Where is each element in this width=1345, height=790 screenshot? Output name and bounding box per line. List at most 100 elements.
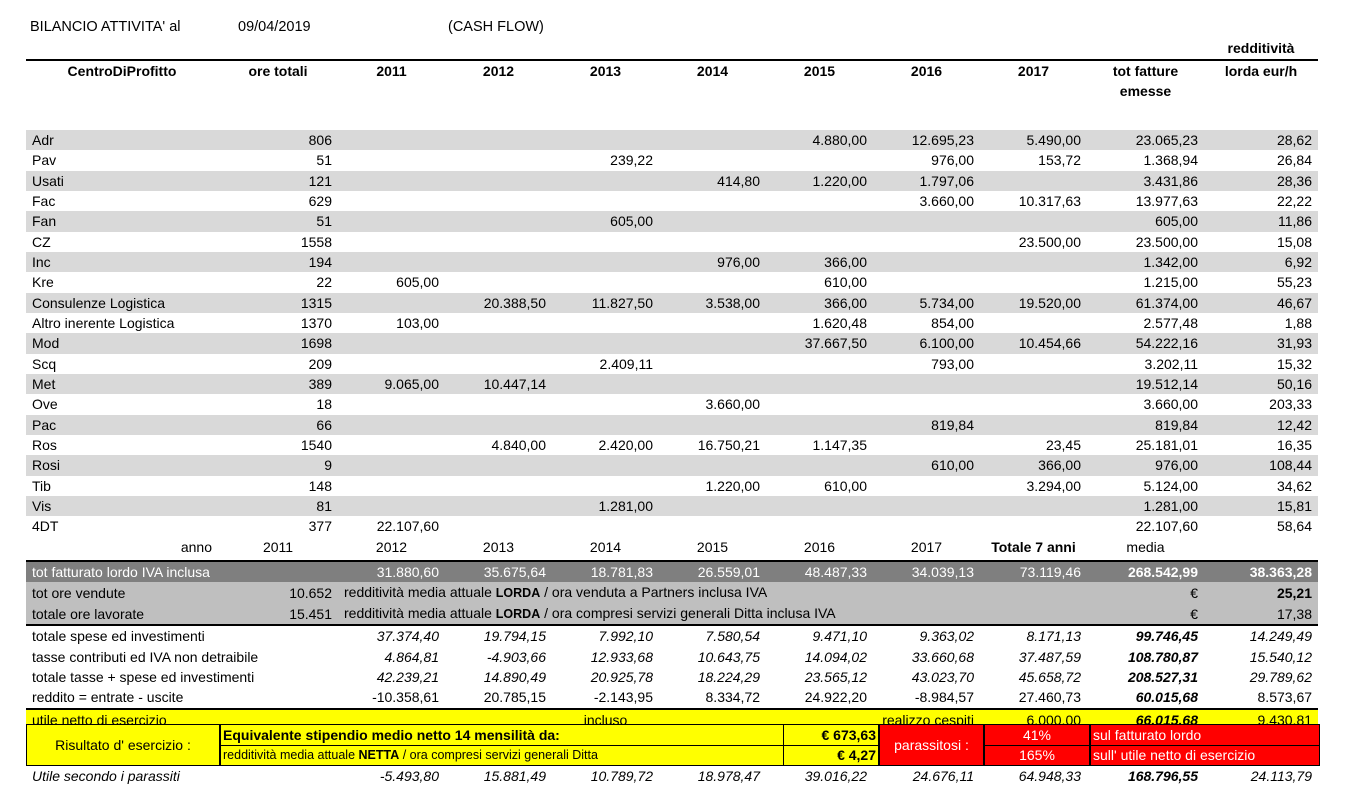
row-ore: 81 <box>218 495 338 517</box>
row-year-value <box>338 130 445 151</box>
spese-cell: 9.471,10 <box>812 628 868 645</box>
row-redditivita: 15,81 <box>1204 495 1318 517</box>
row-year-value <box>338 414 445 435</box>
row-tot: 1.281,00 <box>1087 495 1204 517</box>
row-year-value <box>980 251 1087 273</box>
row-redditivita: 26,84 <box>1276 152 1312 169</box>
header-tot-fatture: tot fatture emesse <box>1087 60 1204 131</box>
row-year-value <box>873 516 980 536</box>
row-year-value <box>873 476 980 496</box>
row-year-value <box>766 232 873 252</box>
row-year-value: 23,45 <box>1045 437 1081 454</box>
row-ore: 1698 <box>218 333 338 354</box>
reddito-cell: 8.334,72 <box>705 689 761 706</box>
tasse-spese-cell: 23.565,12 <box>804 669 868 686</box>
row-year-value <box>445 232 552 252</box>
row-year-value: 1.281,00 <box>552 495 659 517</box>
row-year-value: 414,80 <box>659 170 766 191</box>
header-year: 2014 <box>696 63 729 79</box>
table-row: Ros 1540 4.840,00 2.420,00 16.750,21 1.147,35… <box>26 435 1318 455</box>
row-year-value <box>873 211 980 232</box>
row-redditivita: 16,35 <box>1276 437 1312 454</box>
row-year-value <box>338 476 445 496</box>
parassitosi-label: parassitosi : <box>879 724 984 766</box>
netta-desc: redditività media attuale NETTA / ora co… <box>220 745 784 766</box>
row-year-value: 366,00 <box>766 251 873 273</box>
row-redditivita: 50,16 <box>1204 373 1318 395</box>
row-year-value <box>873 232 980 252</box>
row-year-value <box>766 191 873 211</box>
row-redditivita: 1,88 <box>1284 315 1312 332</box>
utile-parassiti-cell: 10.789,72 <box>590 768 654 785</box>
row-ore: 121 <box>218 170 338 191</box>
row-ore: 194 <box>218 251 338 273</box>
row-year-value <box>980 170 1087 191</box>
row-year-value <box>552 476 659 496</box>
row-name: 4DT <box>32 518 59 535</box>
row-year-value: 153,72 <box>1038 152 1081 169</box>
fatturato-cell: 34.039,13 <box>873 559 981 583</box>
row-tot: 1.368,94 <box>1143 152 1199 169</box>
row-redditivita: 108,44 <box>1204 455 1318 476</box>
row-year-value: 239,22 <box>610 152 653 169</box>
ore-lavorate-value: 15.451 <box>218 603 339 627</box>
table-row: Vis 81 1.281,00 1.281,00 15,81 <box>26 495 1318 517</box>
tasse-cell: 33.660,68 <box>911 648 975 665</box>
row-year-value <box>338 211 445 232</box>
spese-cell: 7.580,54 <box>705 628 761 645</box>
tasse-cell: 4.864,81 <box>384 648 440 665</box>
row-name: Inc <box>26 251 218 273</box>
row-year-value <box>445 333 552 354</box>
row-year-value <box>445 191 552 211</box>
table-row: Fac 629 3.660,00 10.317,63 13.977,63 22,22 <box>26 191 1318 211</box>
netta-value: € 4,27 <box>783 745 879 766</box>
row-year-value: 854,00 <box>931 315 974 332</box>
table-row: CZ 1558 23.500,00 23.500,00 15,08 <box>26 232 1318 252</box>
row-year-value <box>873 251 980 273</box>
tasse-spese-row: totale tasse + spese ed investimenti 42.… <box>26 667 1318 687</box>
spese-cell: 8.171,13 <box>1026 628 1082 645</box>
row-year-value: 976,00 <box>659 251 766 273</box>
row-tot: 13.977,63 <box>1135 193 1198 210</box>
table-row: Pac 66 819,84 819,84 12,42 <box>26 414 1318 435</box>
row-redditivita: 11,86 <box>1204 211 1318 232</box>
tasse-tot: 108.780,87 <box>1127 648 1199 665</box>
table-row: Kre 22 605,00 610,00 1.215,00 55,23 <box>26 272 1318 292</box>
row-year-value: 6.100,00 <box>873 333 980 354</box>
table-row: Inc 194 976,00 366,00 1.342,00 6,92 <box>26 251 1318 273</box>
row-year-value <box>445 394 552 414</box>
row-redditivita: 12,42 <box>1204 414 1318 435</box>
row-year-value: 605,00 <box>552 211 659 232</box>
row-redditivita: 28,62 <box>1204 130 1318 151</box>
row-year-value: 4.880,00 <box>766 130 873 151</box>
netta-desc-pre: redditività media attuale <box>223 748 359 762</box>
row-redditivita: 46,67 <box>1204 292 1318 313</box>
row-year-value: 5.734,00 <box>873 292 980 313</box>
row-tot: 23.065,23 <box>1087 130 1204 151</box>
spese-cell: 7.992,10 <box>598 628 654 645</box>
header-year: 2015 <box>803 63 836 79</box>
header-redditivita-top: redditività <box>1204 38 1318 61</box>
fatturato-cell: 31.880,60 <box>338 559 446 583</box>
row-year-value <box>445 476 552 496</box>
year-row-cell: 2011 <box>262 538 294 555</box>
row-year-value: 20.388,50 <box>445 292 552 313</box>
reddito-cell: -10.358,61 <box>372 689 440 706</box>
row-year-value: 976,00 <box>931 152 974 169</box>
year-row-tot: Totale 7 anni <box>991 538 1076 555</box>
fatturato-cell: 73.119,46 <box>980 559 1088 583</box>
row-year-value: 1.220,00 <box>705 477 761 494</box>
data-table: Adr 806 4.880,00 12.695,23 5.490,00 23.065,23… <box>26 130 1318 557</box>
reddito-row: reddito = entrate - uscite -10.358,61 20… <box>26 687 1318 708</box>
ore-lavorate-label: totale ore lavorate <box>26 603 218 627</box>
row-year-value <box>552 272 659 292</box>
tasse-cell: 10.643,75 <box>697 648 761 665</box>
tasse-spese-tot: 208.527,31 <box>1127 669 1199 686</box>
ore-vendute-desc-post: / ora venduta a Partners inclusa IVA <box>540 584 768 601</box>
row-year-value <box>659 191 766 211</box>
tasse-spese-cell: 20.925,78 <box>590 669 654 686</box>
row-year-value <box>338 333 445 354</box>
row-year-value: 3.660,00 <box>705 396 761 413</box>
reddito-cell: 24.922,20 <box>804 689 868 706</box>
row-year-value <box>338 435 445 455</box>
